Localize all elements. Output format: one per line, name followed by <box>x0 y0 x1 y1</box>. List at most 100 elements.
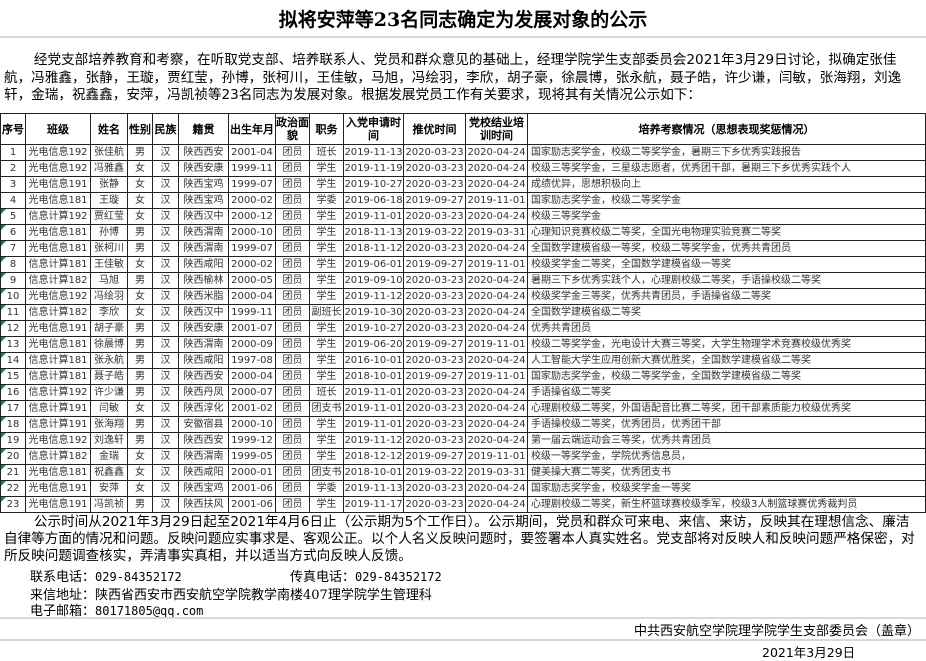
table-cell[interactable]: 学生 <box>309 432 344 449</box>
table-cell[interactable]: 14 <box>0 352 26 369</box>
table-cell[interactable]: 2020-03-23 <box>403 320 466 337</box>
table-cell[interactable]: 17 <box>0 400 26 417</box>
table-cell[interactable]: 陕西咸阳 <box>178 256 229 273</box>
table-cell[interactable]: 女 <box>127 192 153 209</box>
table-cell[interactable]: 2020-03-23 <box>403 352 466 369</box>
table-cell[interactable]: 团员 <box>275 304 310 321</box>
table-cell[interactable]: 汉 <box>152 400 179 417</box>
table-cell[interactable]: 2020-03-23 <box>403 400 466 417</box>
table-cell[interactable]: 光电信息192 <box>25 288 91 305</box>
table-cell[interactable]: 汉 <box>152 144 179 161</box>
table-cell[interactable]: 1999-07 <box>228 176 276 193</box>
table-cell[interactable]: 男 <box>127 144 153 161</box>
table-cell[interactable]: 团员 <box>275 176 310 193</box>
table-cell[interactable]: 4 <box>0 192 26 209</box>
table-cell[interactable]: 9 <box>0 272 26 289</box>
table-cell[interactable]: 团员 <box>275 496 310 513</box>
table-cell[interactable]: 团员 <box>275 288 310 305</box>
table-cell[interactable]: 贾红莹 <box>90 208 128 225</box>
table-cell[interactable]: 学生 <box>309 176 344 193</box>
table-cell[interactable]: 2000-09 <box>228 336 276 353</box>
table-cell[interactable]: 3 <box>0 176 26 193</box>
table-cell[interactable]: 陕西宝鸡 <box>178 192 229 209</box>
table-cell[interactable]: 汉 <box>152 192 179 209</box>
table-cell[interactable]: 汉 <box>152 288 179 305</box>
table-cell[interactable]: 心理剧校级二等奖，外国语配音比赛二等奖，团干部素质能力校级优秀奖 <box>527 400 926 417</box>
table-cell[interactable]: 光电信息181 <box>25 336 91 353</box>
table-cell[interactable]: 张海翔 <box>90 416 128 433</box>
table-cell[interactable]: 团员 <box>275 208 310 225</box>
table-cell[interactable]: 2018-10-01 <box>343 368 404 385</box>
table-cell[interactable]: 2001-06 <box>228 480 276 497</box>
table-cell[interactable]: 团员 <box>275 400 310 417</box>
table-cell[interactable]: 女 <box>127 304 153 321</box>
table-cell[interactable]: 成绩优异，思想积极向上 <box>527 176 926 193</box>
table-cell[interactable]: 第一届云端运动会三等奖，优秀共青团员 <box>527 432 926 449</box>
table-cell[interactable]: 马旭 <box>90 272 128 289</box>
table-cell[interactable]: 陕西米脂 <box>178 288 229 305</box>
table-cell[interactable]: 暑期三下乡优秀实践个人，心理剧校级二等奖，手语操校级二等奖 <box>527 272 926 289</box>
table-cell[interactable]: 汉 <box>152 336 179 353</box>
table-cell[interactable]: 团员 <box>275 432 310 449</box>
table-cell[interactable]: 陕西西安 <box>178 432 229 449</box>
table-cell[interactable]: 16 <box>0 384 26 401</box>
table-cell[interactable]: 2019-11-13 <box>343 144 404 161</box>
table-cell[interactable]: 2020-04-24 <box>465 400 528 417</box>
table-cell[interactable]: 学生 <box>309 224 344 241</box>
table-cell[interactable]: 2018-11-13 <box>343 224 404 241</box>
table-cell[interactable]: 2019-09-27 <box>403 368 466 385</box>
table-cell[interactable]: 李欣 <box>90 304 128 321</box>
table-cell[interactable]: 2019-11-12 <box>343 432 404 449</box>
table-cell[interactable]: 张静 <box>90 176 128 193</box>
table-cell[interactable]: 团员 <box>275 464 310 481</box>
table-cell[interactable]: 优秀共青团员 <box>527 320 926 337</box>
table-cell[interactable]: 学生 <box>309 208 344 225</box>
table-cell[interactable]: 23 <box>0 496 26 513</box>
table-cell[interactable]: 2020-04-24 <box>465 432 528 449</box>
table-cell[interactable]: 2020-04-24 <box>465 176 528 193</box>
table-cell[interactable]: 7 <box>0 240 26 257</box>
table-cell[interactable]: 2001-06 <box>228 496 276 513</box>
table-cell[interactable]: 女 <box>127 400 153 417</box>
table-cell[interactable]: 2020-04-24 <box>465 272 528 289</box>
table-cell[interactable]: 光电信息192 <box>25 160 91 177</box>
table-cell[interactable]: 陕西西安 <box>178 144 229 161</box>
table-cell[interactable]: 陕西榆林 <box>178 272 229 289</box>
table-cell[interactable]: 闫敏 <box>90 400 128 417</box>
table-cell[interactable]: 光电信息191 <box>25 176 91 193</box>
table-cell[interactable]: 2019-09-10 <box>343 272 404 289</box>
table-cell[interactable]: 陕西咸阳 <box>178 352 229 369</box>
table-cell[interactable]: 2018-12-12 <box>343 448 404 465</box>
table-cell[interactable]: 2020-03-23 <box>403 496 466 513</box>
table-cell[interactable]: 健美操大赛二等奖，优秀团支书 <box>527 464 926 481</box>
table-cell[interactable]: 女 <box>127 208 153 225</box>
table-cell[interactable]: 团员 <box>275 320 310 337</box>
table-cell[interactable]: 1999-05 <box>228 448 276 465</box>
table-cell[interactable]: 男 <box>127 496 153 513</box>
table-cell[interactable]: 王璇 <box>90 192 128 209</box>
table-cell[interactable]: 校级三等奖学金，三星级志愿者，优秀团干部，暑期三下乡优秀实践个人 <box>527 160 926 177</box>
table-cell[interactable]: 陕西渭南 <box>178 240 229 257</box>
table-cell[interactable]: 1999-07 <box>228 240 276 257</box>
table-cell[interactable]: 2020-03-23 <box>403 208 466 225</box>
table-cell[interactable]: 学生 <box>309 496 344 513</box>
table-cell[interactable]: 2001-02 <box>228 400 276 417</box>
table-cell[interactable]: 1999-11 <box>228 160 276 177</box>
table-cell[interactable]: 陕西咸阳 <box>178 464 229 481</box>
table-cell[interactable]: 陕西安康 <box>178 160 229 177</box>
table-cell[interactable]: 陕西宝鸡 <box>178 480 229 497</box>
table-cell[interactable]: 班长 <box>309 384 344 401</box>
table-cell[interactable]: 2020-04-24 <box>465 320 528 337</box>
table-cell[interactable]: 12 <box>0 320 26 337</box>
table-cell[interactable]: 校级二等奖学金，光电设计大赛三等奖，大学生物理学术竞赛校级优秀奖 <box>527 336 926 353</box>
table-cell[interactable]: 陕西渭南 <box>178 336 229 353</box>
table-cell[interactable]: 安萍 <box>90 480 128 497</box>
table-cell[interactable]: 女 <box>127 256 153 273</box>
table-cell[interactable]: 2019-09-27 <box>403 336 466 353</box>
table-cell[interactable]: 信息计算191 <box>25 416 91 433</box>
table-cell[interactable]: 2019-03-22 <box>403 464 466 481</box>
table-cell[interactable]: 1 <box>0 144 26 161</box>
table-cell[interactable]: 学生 <box>309 160 344 177</box>
table-cell[interactable]: 1999-11 <box>228 304 276 321</box>
table-cell[interactable]: 汉 <box>152 208 179 225</box>
